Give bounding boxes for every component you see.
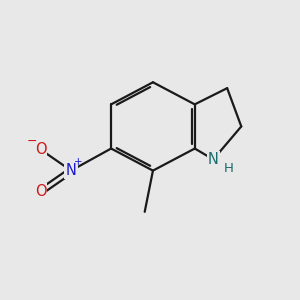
Text: N: N bbox=[66, 163, 76, 178]
Text: N: N bbox=[208, 152, 219, 167]
Text: +: + bbox=[74, 157, 83, 167]
Text: O: O bbox=[35, 184, 46, 199]
Text: H: H bbox=[224, 162, 234, 175]
Text: O: O bbox=[35, 142, 46, 157]
Text: −: − bbox=[26, 135, 37, 148]
